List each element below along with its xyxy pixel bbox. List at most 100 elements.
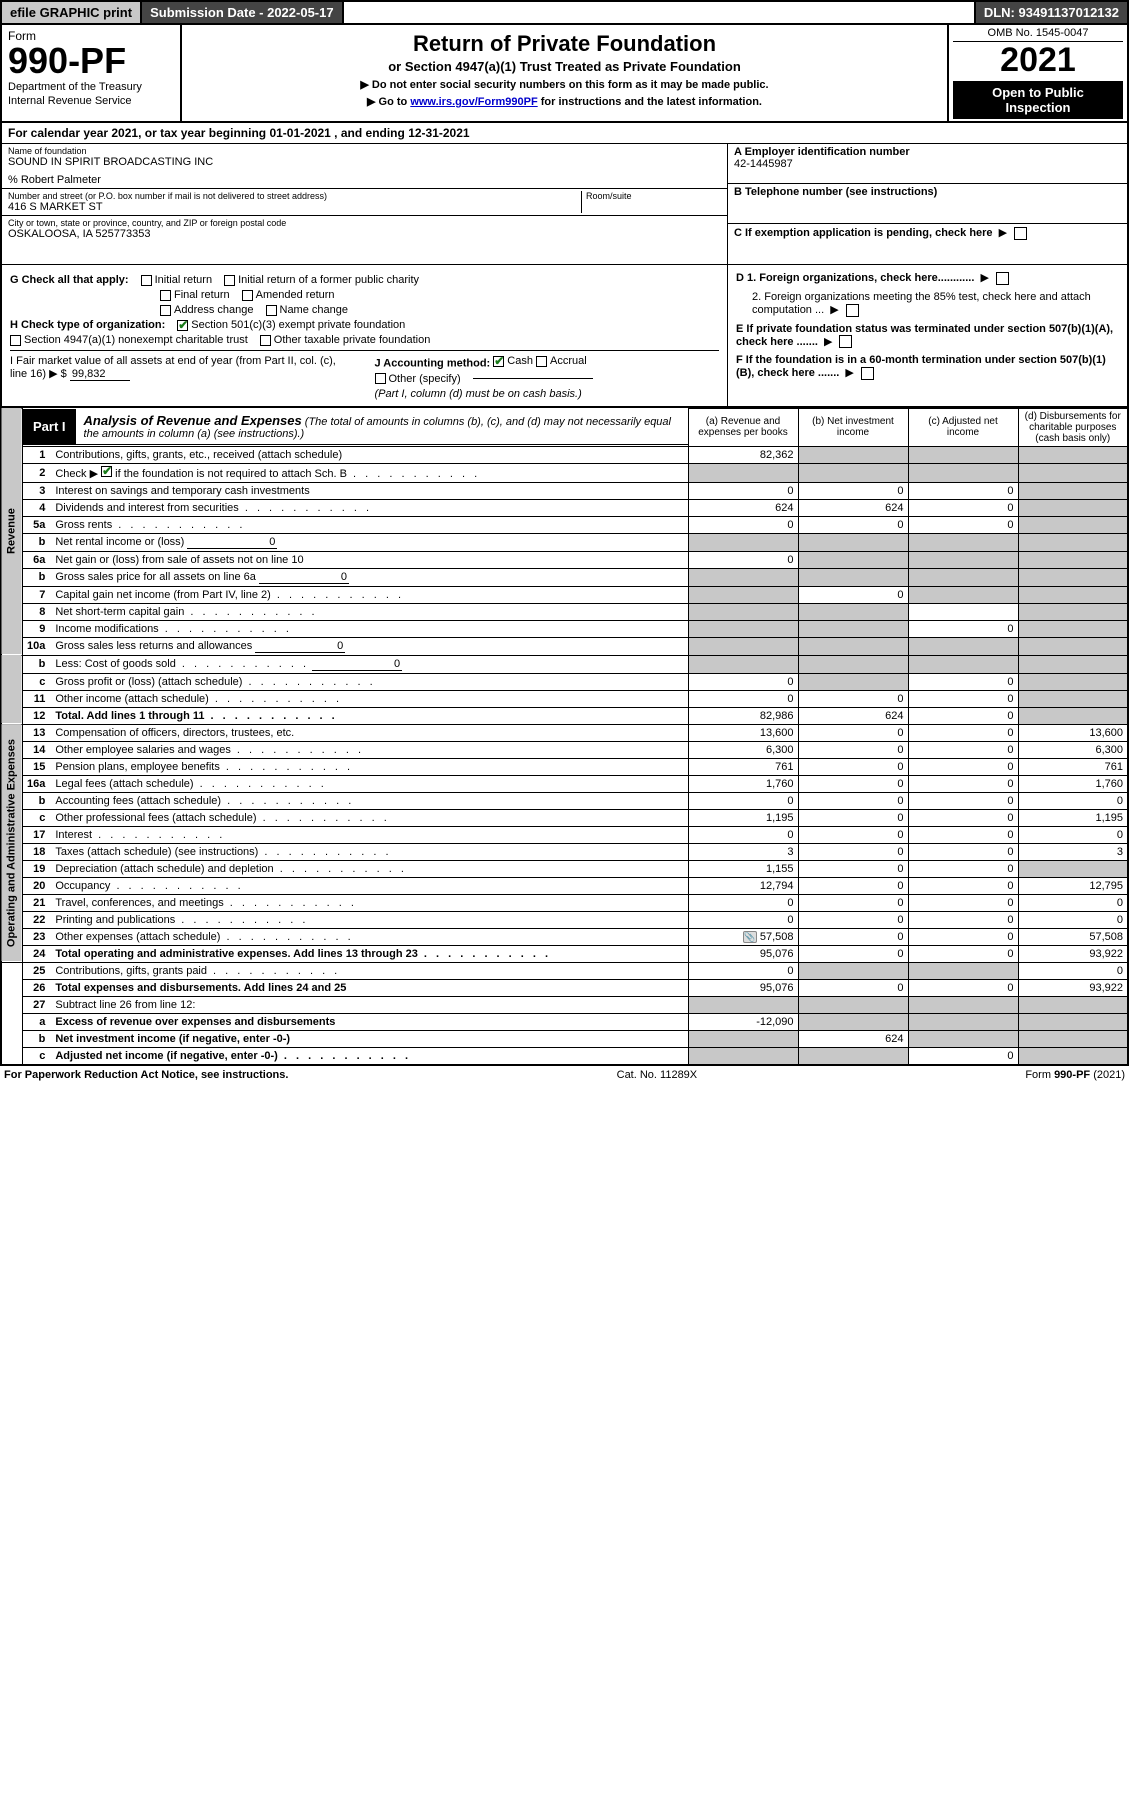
g-address[interactable]: Address change bbox=[160, 304, 254, 316]
col-a: 95,076 bbox=[688, 979, 798, 996]
g-amended[interactable]: Amended return bbox=[242, 289, 335, 301]
col-a: 📎57,508 bbox=[688, 928, 798, 945]
col-a: 82,362 bbox=[688, 446, 798, 463]
arrow-icon: ▶ bbox=[999, 226, 1007, 239]
line-desc: Gross sales less returns and allowances … bbox=[51, 637, 688, 655]
h-other-taxable[interactable]: Other taxable private foundation bbox=[260, 334, 431, 346]
d1-row: D 1. Foreign organizations, check here..… bbox=[736, 271, 1119, 285]
row-24: 24Total operating and administrative exp… bbox=[1, 945, 1128, 962]
col-d: 3 bbox=[1018, 843, 1128, 860]
g-initial[interactable]: Initial return bbox=[141, 274, 212, 286]
row-2: 2Check ▶ if the foundation is not requir… bbox=[1, 463, 1128, 482]
row-16a: 16aLegal fees (attach schedule)1,760001,… bbox=[1, 775, 1128, 792]
footer-mid: Cat. No. 11289X bbox=[617, 1069, 698, 1081]
col-c: 0 bbox=[908, 707, 1018, 724]
row-16b: bAccounting fees (attach schedule)0000 bbox=[1, 792, 1128, 809]
lineno: 22 bbox=[23, 911, 52, 928]
lineno: 8 bbox=[23, 603, 52, 620]
lineno: 15 bbox=[23, 758, 52, 775]
header-mid: Return of Private Foundation or Section … bbox=[182, 25, 947, 121]
col-b: 0 bbox=[798, 516, 908, 533]
d2-checkbox[interactable] bbox=[846, 304, 859, 317]
row-16c: cOther professional fees (attach schedul… bbox=[1, 809, 1128, 826]
row-25: 25Contributions, gifts, grants paid00 bbox=[1, 962, 1128, 979]
h-501c3[interactable]: Section 501(c)(3) exempt private foundat… bbox=[177, 319, 405, 331]
row-10c: cGross profit or (loss) (attach schedule… bbox=[1, 673, 1128, 690]
arrow-icon: ▶ bbox=[845, 366, 853, 379]
col-d: 13,600 bbox=[1018, 724, 1128, 741]
col-c: 0 bbox=[908, 1047, 1018, 1065]
col-d: 0 bbox=[1018, 894, 1128, 911]
lineno: 24 bbox=[23, 945, 52, 962]
j-other[interactable]: Other (specify) bbox=[375, 373, 461, 385]
j-other-label: Other (specify) bbox=[389, 373, 461, 385]
col-d-header: (d) Disbursements for charitable purpose… bbox=[1018, 408, 1128, 446]
j-accrual[interactable]: Accrual bbox=[536, 355, 587, 367]
schedule-icon[interactable]: 📎 bbox=[743, 931, 757, 943]
col-a: 3 bbox=[688, 843, 798, 860]
row-3: 3Interest on savings and temporary cash … bbox=[1, 482, 1128, 499]
lineno: c bbox=[23, 673, 52, 690]
col-b: 0 bbox=[798, 482, 908, 499]
g-row2: Final return Amended return bbox=[10, 289, 719, 301]
lineno: 6a bbox=[23, 551, 52, 568]
col-c-header: (c) Adjusted net income bbox=[908, 408, 1018, 446]
h-4947[interactable]: Section 4947(a)(1) nonexempt charitable … bbox=[10, 334, 248, 346]
lineno: b bbox=[23, 568, 52, 586]
g-final[interactable]: Final return bbox=[160, 289, 230, 301]
col-c: 0 bbox=[908, 482, 1018, 499]
col-b: 0 bbox=[798, 792, 908, 809]
col-b: 0 bbox=[798, 775, 908, 792]
i-label: I Fair market value of all assets at end… bbox=[10, 355, 336, 380]
lineno: 7 bbox=[23, 586, 52, 603]
d1-checkbox[interactable] bbox=[996, 272, 1009, 285]
lineno: 9 bbox=[23, 620, 52, 637]
e-checkbox[interactable] bbox=[839, 335, 852, 348]
g-initial-former[interactable]: Initial return of a former public charit… bbox=[224, 274, 419, 286]
line-desc: Excess of revenue over expenses and disb… bbox=[51, 1013, 688, 1030]
j-note: (Part I, column (d) must be on cash basi… bbox=[375, 388, 720, 400]
col-d: 1,760 bbox=[1018, 775, 1128, 792]
j-cash[interactable]: Cash bbox=[493, 355, 533, 367]
lineno: 3 bbox=[23, 482, 52, 499]
lineno: 2 bbox=[23, 463, 52, 482]
schb-checkbox[interactable] bbox=[101, 466, 112, 477]
col-d: 1,195 bbox=[1018, 809, 1128, 826]
col-a: 13,600 bbox=[688, 724, 798, 741]
calyear-end: 12-31-2021 bbox=[408, 126, 469, 140]
f-row: F If the foundation is in a 60-month ter… bbox=[736, 354, 1119, 380]
c-checkbox[interactable] bbox=[1014, 227, 1027, 240]
lineno: 16a bbox=[23, 775, 52, 792]
footer-right: Form 990-PF (2021) bbox=[1025, 1069, 1125, 1081]
j-cash-label: Cash bbox=[507, 355, 533, 367]
row-10b: bLess: Cost of goods sold 0 bbox=[1, 655, 1128, 673]
col-c: 0 bbox=[908, 826, 1018, 843]
col-a: 0 bbox=[688, 911, 798, 928]
lineno: c bbox=[23, 809, 52, 826]
col-a: 6,300 bbox=[688, 741, 798, 758]
col-c: 0 bbox=[908, 894, 1018, 911]
col-a: 1,155 bbox=[688, 860, 798, 877]
line-desc: Pension plans, employee benefits bbox=[51, 758, 688, 775]
col-a: -12,090 bbox=[688, 1013, 798, 1030]
foundation-name-cell: Name of foundation SOUND IN SPIRIT BROAD… bbox=[2, 144, 727, 189]
tax-year: 2021 bbox=[953, 42, 1123, 79]
col-c: 0 bbox=[908, 911, 1018, 928]
col-b: 0 bbox=[798, 860, 908, 877]
lineno: b bbox=[23, 1030, 52, 1047]
g-initial-label: Initial return bbox=[155, 274, 212, 286]
part1-table: Revenue Part I Analysis of Revenue and E… bbox=[0, 408, 1129, 1066]
dept-treasury: Department of the Treasury bbox=[8, 81, 174, 93]
row-27: 27Subtract line 26 from line 12: bbox=[1, 996, 1128, 1013]
line-desc: Check ▶ if the foundation is not require… bbox=[51, 463, 688, 482]
form-instructions-link[interactable]: www.irs.gov/Form990PF bbox=[410, 96, 537, 108]
row-6b: bGross sales price for all assets on lin… bbox=[1, 568, 1128, 586]
f-checkbox[interactable] bbox=[861, 367, 874, 380]
lineno: 10a bbox=[23, 637, 52, 655]
g-name[interactable]: Name change bbox=[266, 304, 349, 316]
col-a: 0 bbox=[688, 551, 798, 568]
j-accrual-label: Accrual bbox=[550, 355, 587, 367]
line-desc: Total expenses and disbursements. Add li… bbox=[51, 979, 688, 996]
city-label: City or town, state or province, country… bbox=[8, 218, 721, 228]
calyear-begin: 01-01-2021 bbox=[269, 126, 330, 140]
